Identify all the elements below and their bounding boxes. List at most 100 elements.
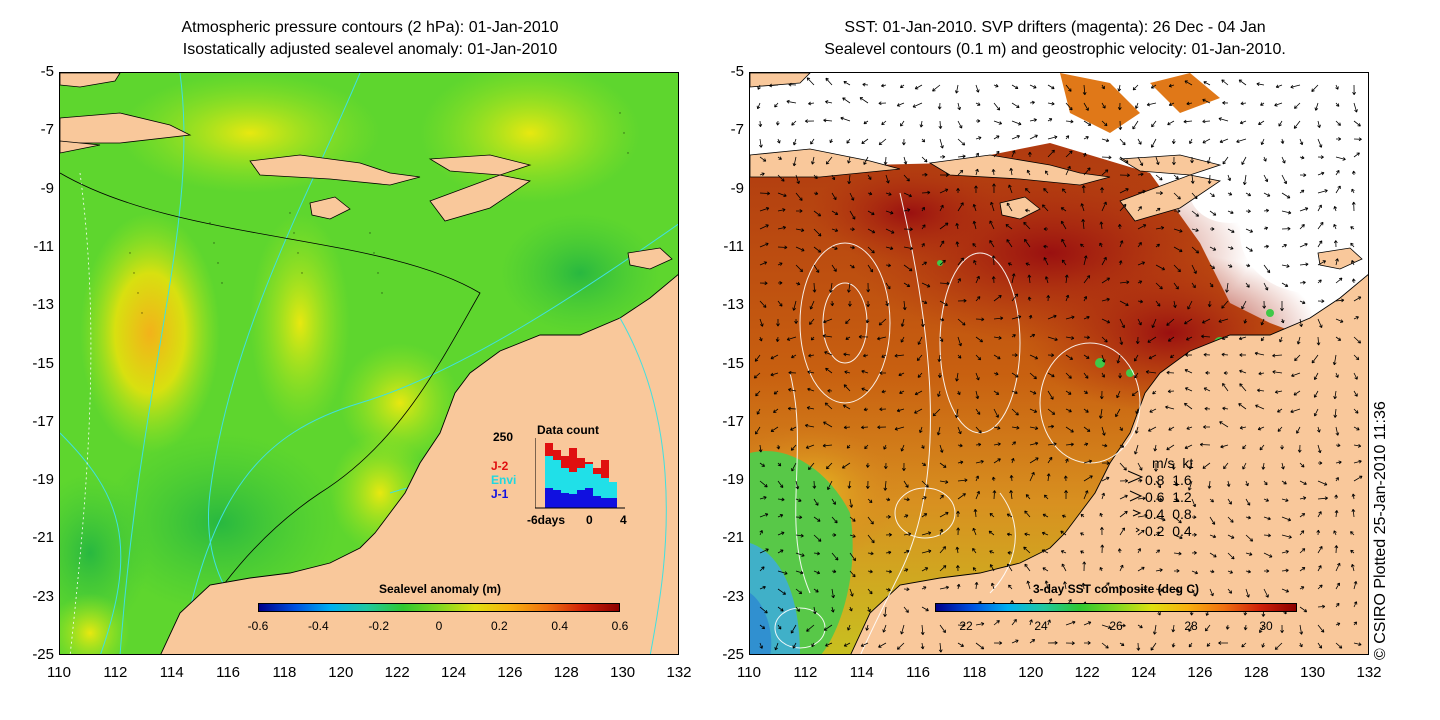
velocity-arrow bbox=[955, 241, 960, 248]
velocity-arrow bbox=[975, 426, 982, 434]
velocity-arrow bbox=[937, 372, 942, 378]
velocity-arrow bbox=[1044, 580, 1049, 590]
velocity-arrow bbox=[1065, 372, 1072, 379]
velocity-arrow bbox=[791, 354, 797, 359]
velocity-arrow bbox=[827, 388, 833, 393]
velocity-arrow bbox=[1209, 192, 1215, 198]
velocity-arrow bbox=[1024, 187, 1031, 194]
velocity-arrow bbox=[1258, 120, 1265, 126]
velocity-arrow bbox=[1209, 552, 1217, 558]
velocity-arrow bbox=[759, 548, 769, 554]
velocity-arrow bbox=[1047, 619, 1051, 626]
velocity-arrow bbox=[1352, 84, 1356, 95]
velocity-arrow bbox=[1083, 475, 1093, 482]
velocity-arrow bbox=[920, 624, 925, 636]
velocity-arrow bbox=[1317, 171, 1325, 176]
velocity-arrow bbox=[843, 425, 851, 430]
velocity-arrow bbox=[1263, 244, 1269, 249]
sst-map bbox=[749, 72, 1369, 655]
velocity-arrow bbox=[957, 169, 964, 176]
velocity-arrow bbox=[1043, 188, 1049, 194]
velocity-arrow bbox=[1082, 152, 1087, 158]
velocity-arrow bbox=[939, 240, 945, 248]
velocity-arrow bbox=[1201, 318, 1211, 324]
velocity-arrow bbox=[1173, 228, 1183, 233]
velocity-arrow bbox=[990, 201, 995, 212]
velocity-arrow bbox=[1313, 408, 1319, 417]
velocity-arrow bbox=[903, 282, 911, 288]
velocity-arrow bbox=[1167, 336, 1175, 342]
velocity-arrow bbox=[883, 462, 888, 470]
velocity-arrow bbox=[861, 138, 869, 145]
velocity-arrow bbox=[1155, 588, 1164, 592]
velocity-arrow bbox=[759, 300, 767, 308]
velocity-arrow bbox=[993, 335, 1002, 340]
velocity-arrow bbox=[759, 242, 769, 248]
velocity-arrow bbox=[991, 255, 996, 266]
credit-text: © CSIRO Plotted 25-Jan-2010 11:36 bbox=[1372, 401, 1389, 660]
velocity-arrow bbox=[1119, 300, 1129, 307]
velocity-arrow bbox=[831, 174, 836, 181]
velocity-arrow bbox=[1299, 155, 1305, 160]
velocity-arrow bbox=[939, 317, 945, 322]
velocity-arrow bbox=[1236, 138, 1247, 144]
velocity-arrow bbox=[921, 261, 927, 266]
velocity-arrow bbox=[1317, 584, 1323, 590]
velocity-arrow bbox=[1133, 354, 1139, 362]
velocity-arrow bbox=[1024, 238, 1031, 248]
velocity-arrow bbox=[1335, 602, 1340, 608]
velocity-arrow bbox=[1299, 513, 1306, 518]
sst-colorbar-tick-0: 22 bbox=[959, 619, 973, 633]
sst-colorbar-tick-4: 30 bbox=[1259, 619, 1273, 633]
velocity-arrow bbox=[1171, 138, 1176, 145]
velocity-arrow bbox=[975, 296, 981, 302]
velocity-arrow bbox=[1221, 79, 1229, 86]
velocity-arrow bbox=[1137, 548, 1141, 554]
velocity-arrow bbox=[912, 102, 923, 108]
sst-colorbar bbox=[935, 603, 1297, 612]
velocity-arrow bbox=[1350, 531, 1355, 536]
velocity-arrow bbox=[805, 444, 815, 449]
velocity-arrow bbox=[1029, 426, 1039, 430]
velocity-arrow bbox=[1119, 462, 1127, 471]
velocity-arrow bbox=[1317, 155, 1324, 160]
velocity-arrow bbox=[1064, 274, 1069, 284]
velocity-arrow bbox=[1335, 336, 1342, 341]
velocity-arrow bbox=[939, 336, 944, 342]
velocity-arrow bbox=[1241, 300, 1247, 310]
velocity-arrow bbox=[1099, 390, 1104, 400]
velocity-arrow bbox=[1119, 138, 1126, 146]
velocity-arrow bbox=[1281, 568, 1289, 573]
velocity-arrow bbox=[849, 534, 856, 538]
velocity-arrow bbox=[921, 224, 926, 230]
velocity-arrow bbox=[1029, 639, 1036, 644]
velocity-arrow bbox=[993, 295, 1002, 302]
velocity-arrow bbox=[792, 138, 797, 146]
velocity-arrow bbox=[1029, 471, 1035, 482]
right-y-tick-2: -9 bbox=[730, 179, 744, 197]
left-y-tick-10: -25 bbox=[32, 646, 54, 663]
velocity-arrow bbox=[894, 426, 905, 431]
velocity-arrow bbox=[756, 102, 761, 110]
velocity-arrow bbox=[972, 243, 977, 248]
velocity-arrow bbox=[759, 172, 765, 176]
velocity-arrow bbox=[861, 387, 869, 392]
velocity-arrow bbox=[885, 300, 889, 307]
velocity-arrow bbox=[1317, 260, 1327, 266]
velocity-arrow bbox=[831, 498, 836, 505]
velocity-arrow bbox=[1299, 262, 1309, 267]
velocity-arrow bbox=[1118, 260, 1123, 266]
velocity-arrow bbox=[1135, 408, 1139, 415]
velocity-arrow bbox=[1081, 582, 1086, 590]
velocity-arrow bbox=[1263, 480, 1268, 486]
velocity-arrow bbox=[806, 624, 815, 632]
velocity-arrow bbox=[1299, 496, 1307, 500]
velocity-arrow bbox=[1029, 619, 1033, 626]
velocity-arrow bbox=[1083, 390, 1088, 394]
velocity-arrow bbox=[957, 278, 961, 284]
velocity-arrow bbox=[1165, 405, 1175, 410]
velocity-arrow bbox=[1119, 527, 1126, 536]
velocity-arrow bbox=[921, 480, 929, 488]
velocity-arrow bbox=[1046, 295, 1051, 302]
velocity-arrow bbox=[975, 102, 981, 106]
